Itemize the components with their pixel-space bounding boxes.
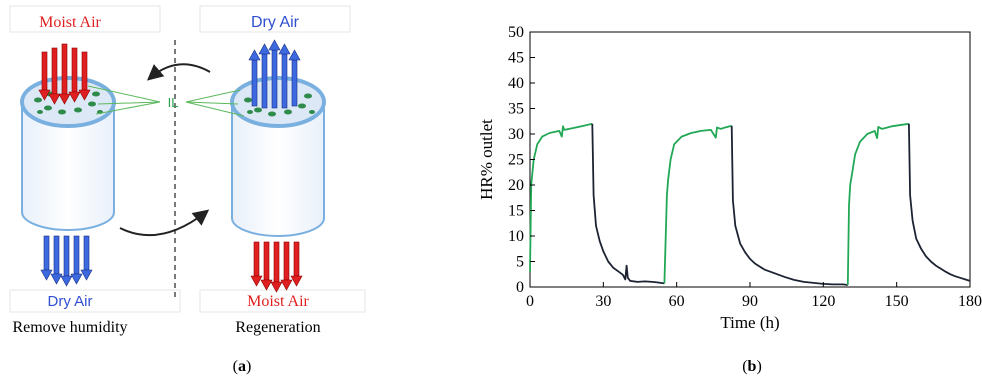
dry-air-arrows-out: [248, 39, 301, 109]
hr-outlet-chart: 0 30 60 90 120 150 180 0 5 10 15 20 25 30 35 40 45 50 Tim…: [477, 24, 982, 332]
x-tick-label: 0: [526, 293, 534, 310]
dry-air-arrows-bottom: [40, 235, 93, 287]
dry-air-bottom-label: Dry Air: [48, 293, 93, 310]
y-tick-label: 10: [508, 228, 524, 245]
moist-air-top-label: Moist Air: [39, 14, 101, 31]
moist-air-arrows-in: [38, 43, 91, 105]
chart-axes: [529, 31, 971, 288]
series-line-6: [908, 123, 971, 282]
y-tick-label: 5: [516, 254, 524, 271]
moist-air-arrows-bottom: [250, 241, 303, 293]
series-line-2: [591, 123, 665, 285]
plot-frame: [529, 31, 971, 288]
regeneration-caption: Regeneration: [235, 319, 320, 336]
il-dots-left: [34, 91, 103, 115]
chart-ticks: 0 30 60 90 120 150 180 0 5 10 15 20 25 30 35 40 45 50: [508, 24, 982, 310]
series-line-5: [846, 122, 910, 286]
moist-air-bottom-label: Moist Air: [247, 293, 309, 310]
panel-b-chart: 0 30 60 90 120 150 180 0 5 10 15 20 25 30 35 40 45 50 Tim…: [470, 0, 982, 387]
label-frame: [199, 289, 366, 313]
x-tick-label: 120: [811, 293, 835, 310]
label-frame: [9, 289, 181, 313]
y-tick-label: 50: [508, 24, 524, 41]
caption-b: (b): [742, 358, 762, 375]
y-tick-label: 25: [508, 152, 524, 169]
y-tick-label: 35: [508, 101, 524, 118]
cycle-arrow-top: [146, 63, 211, 81]
panel-a-schematic: Moist Air Dry Air: [0, 0, 460, 387]
x-tick-label: 150: [885, 293, 909, 310]
y-axis-label: HR% outlet: [477, 119, 496, 200]
y-tick-label: 30: [508, 126, 524, 143]
series-line-3: [663, 124, 732, 284]
dry-air-top-label: Dry Air: [251, 14, 300, 31]
il-pointer-lines: [87, 85, 245, 117]
label-frame: [9, 5, 161, 33]
series-line-4: [730, 125, 848, 286]
x-tick-label: 90: [742, 293, 758, 310]
y-tick-label: 20: [508, 177, 524, 194]
il-label: IL: [168, 95, 179, 110]
x-axis-label: Time (h): [720, 313, 779, 332]
caption-a: (a): [232, 358, 252, 375]
x-tick-label: 60: [669, 293, 685, 310]
cycle-arrow-bottom: [119, 209, 210, 237]
x-tick-label: 180: [958, 293, 982, 310]
y-tick-label: 40: [508, 75, 524, 92]
x-tick-label: 30: [595, 293, 611, 310]
chart-series: [529, 122, 971, 286]
y-tick-label: 0: [516, 279, 524, 296]
remove-humidity-caption: Remove humidity: [12, 319, 127, 336]
il-dots-right: [244, 93, 315, 117]
y-tick-label: 15: [508, 203, 524, 220]
series-line-1: [529, 122, 593, 272]
y-tick-label: 45: [508, 50, 524, 67]
label-frame: [199, 5, 351, 33]
schematic-diagram: Moist Air Dry Air: [9, 5, 366, 336]
